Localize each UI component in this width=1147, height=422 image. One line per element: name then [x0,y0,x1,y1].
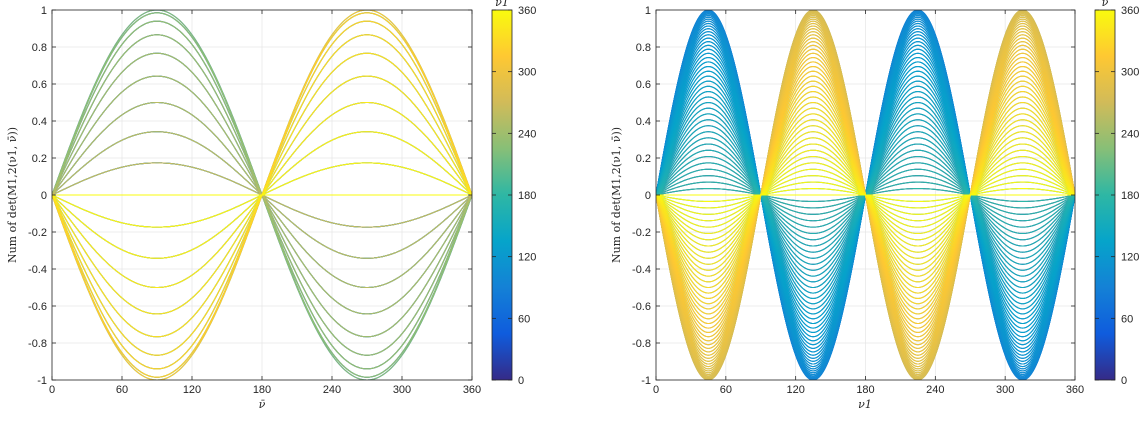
right-colorbar-title: ν̄ [1102,0,1109,9]
left-chart: 0 60 120 180 240 300 360 -1 -0.8 -0.6 -0.4 -0.2 0 0.2… [6,5,481,411]
right-y-tick-label: -0.6 [632,301,651,313]
left-colorbar: 0 60 120 180 240 300 360 ν1 [491,0,536,387]
left-colorbar-title: ν1 [495,0,509,9]
left-colorbar-tick-label: 360 [518,5,536,17]
right-curves [656,10,1075,380]
right-colorbar-tick-label: 120 [1121,252,1139,264]
right-y-tick-label: 0.4 [636,116,651,128]
right-x-tick-label: 120 [786,384,804,396]
left-colorbar-tick-label: 300 [518,67,536,79]
right-x-tick-label: 360 [1066,384,1084,396]
left-y-tick-label: -0.8 [28,338,47,350]
right-y-tick-label: -1 [641,375,651,387]
right-x-tick-label: 60 [720,384,732,396]
left-y-axis-label: Num of det(M1,2(ν1, ν̄)) [6,127,19,263]
right-colorbar-tick-label: 180 [1121,190,1139,202]
left-colorbar-tick-label: 180 [518,190,536,202]
left-x-tick-label: 0 [49,384,55,396]
left-colorbar-tick-label: 0 [518,375,524,387]
right-y-tick-label: -0.4 [632,264,651,276]
right-colorbar-tick-label: 0 [1121,375,1127,387]
right-y-tick-label: -0.2 [632,227,651,239]
right-y-tick-label: 1 [645,5,651,17]
left-curves [52,10,472,380]
left-y-tick-label: 0 [41,190,47,202]
left-colorbar-tick-label: 120 [518,252,536,264]
right-colorbar-ticks: 0 60 120 180 240 300 360 [1095,5,1139,387]
left-y-tick-label: 0.6 [32,79,47,91]
right-y-tick-label: 0 [645,190,651,202]
left-x-tick-label: 300 [393,384,411,396]
right-colorbar-tick-label: 240 [1121,128,1139,140]
left-y-tick-label: -0.6 [28,301,47,313]
left-y-tick-label: -0.4 [28,264,47,276]
left-x-tick-label: 180 [253,384,271,396]
right-colorbar-tick-label: 60 [1121,313,1133,325]
left-colorbar-tick-label: 240 [518,128,536,140]
left-x-tick-label: 120 [183,384,201,396]
right-ticks: 0 60 120 180 240 300 360 -1 -0.8 -0.6 -0.4 -0.2 0 0.2… [632,5,1084,396]
right-x-tick-label: 300 [996,384,1014,396]
right-y-tick-label: 0.2 [636,153,651,165]
left-y-tick-label: 0.2 [32,153,47,165]
right-x-tick-label: 180 [856,384,874,396]
left-colorbar-tick-label: 60 [518,313,530,325]
right-colorbar-tick-label: 360 [1121,5,1139,17]
right-x-axis-label: ν1 [858,398,872,411]
right-y-tick-label: 0.6 [636,79,651,91]
left-x-tick-label: 60 [116,384,128,396]
right-y-axis-label: Num of det(M1,2(ν1, ν̄)) [610,127,623,263]
left-colorbar-ticks: 0 60 120 180 240 300 360 [492,5,536,387]
right-x-tick-label: 240 [926,384,944,396]
right-colorbar-tick-label: 300 [1121,67,1139,79]
left-y-tick-label: -1 [37,375,47,387]
right-x-tick-label: 0 [653,384,659,396]
right-chart: 0 60 120 180 240 300 360 -1 -0.8 -0.6 -0.4 -0.2 0 0.2… [610,5,1084,411]
left-y-tick-label: 0.8 [32,42,47,54]
left-x-axis-label: ν̄ [259,398,266,411]
left-y-tick-label: 0.4 [32,116,47,128]
left-y-tick-label: -0.2 [28,227,47,239]
left-ticks: 0 60 120 180 240 300 360 -1 -0.8 -0.6 -0.4 -0.2 0 0.2… [28,5,481,396]
left-x-tick-label: 360 [463,384,481,396]
right-y-tick-label: -0.8 [632,338,651,350]
left-y-tick-label: 1 [41,5,47,17]
right-colorbar: 0 60 120 180 240 300 360 ν̄ [1094,0,1139,387]
right-y-tick-label: 0.8 [636,42,651,54]
left-x-tick-label: 240 [323,384,341,396]
